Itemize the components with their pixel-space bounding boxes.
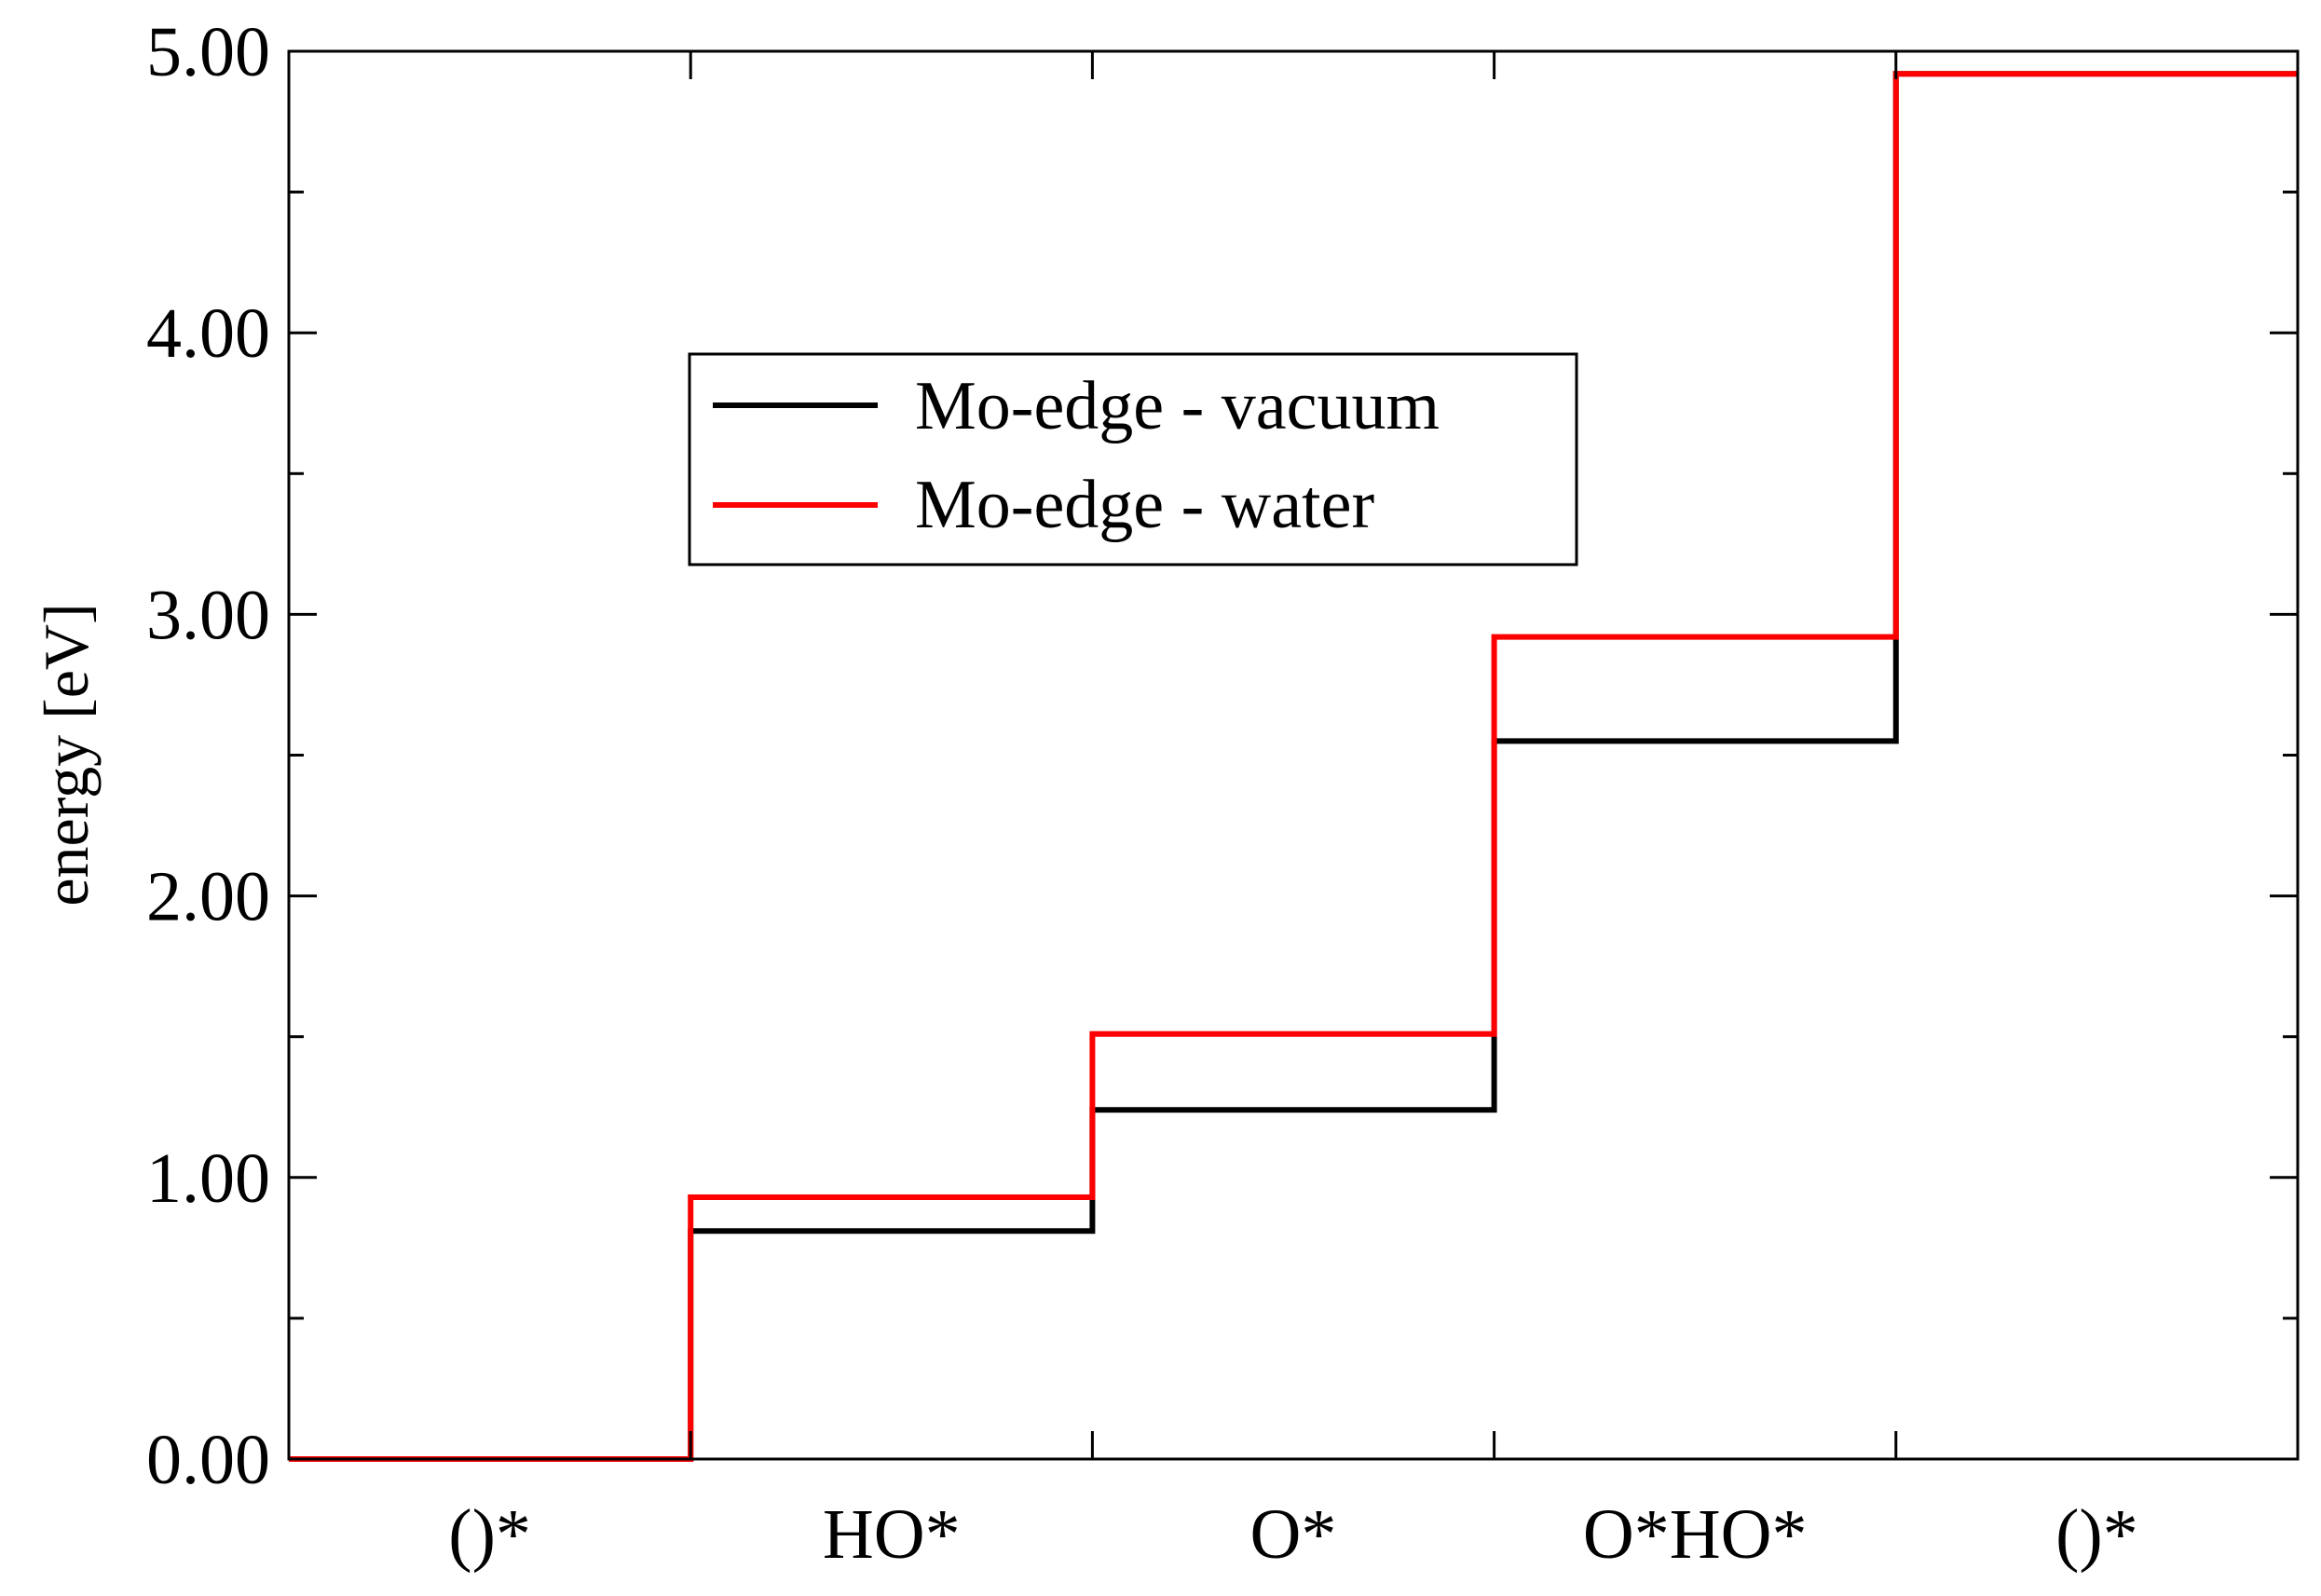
y-tick-label: 4.00 bbox=[146, 294, 270, 373]
series-line-1 bbox=[289, 71, 2298, 1462]
x-tick-label: ()* bbox=[2055, 1495, 2138, 1574]
legend: Mo-edge - vacuum Mo-edge - water bbox=[688, 352, 1578, 566]
x-tick-label: HO* bbox=[823, 1495, 961, 1574]
ticks-layer bbox=[289, 49, 2298, 1461]
x-tick-label: ()* bbox=[448, 1495, 531, 1574]
y-tick-label: 1.00 bbox=[146, 1139, 270, 1218]
y-tick-label: 0.00 bbox=[146, 1421, 270, 1499]
y-tick-label: 5.00 bbox=[146, 13, 270, 91]
y-tick-label: 3.00 bbox=[146, 576, 270, 654]
legend-label-vacuum: Mo-edge - vacuum bbox=[915, 368, 1440, 444]
legend-box bbox=[688, 352, 1578, 566]
y-axis-label: energy [eV] bbox=[31, 603, 102, 906]
legend-label-water: Mo-edge - water bbox=[915, 467, 1374, 543]
series-line-0 bbox=[289, 71, 2298, 1462]
plot-frame bbox=[287, 49, 2300, 1461]
y-tick-label: 2.00 bbox=[146, 858, 270, 936]
series-layer bbox=[289, 71, 2298, 1462]
y-tick-labels: 0.00 1.00 2.00 3.00 4.00 5.00 bbox=[146, 13, 270, 1499]
x-tick-label: O* bbox=[1250, 1495, 1337, 1574]
x-tick-labels: ()* HO* O* O*HO* ()* bbox=[448, 1495, 2137, 1574]
x-tick-label: O*HO* bbox=[1583, 1495, 1808, 1574]
